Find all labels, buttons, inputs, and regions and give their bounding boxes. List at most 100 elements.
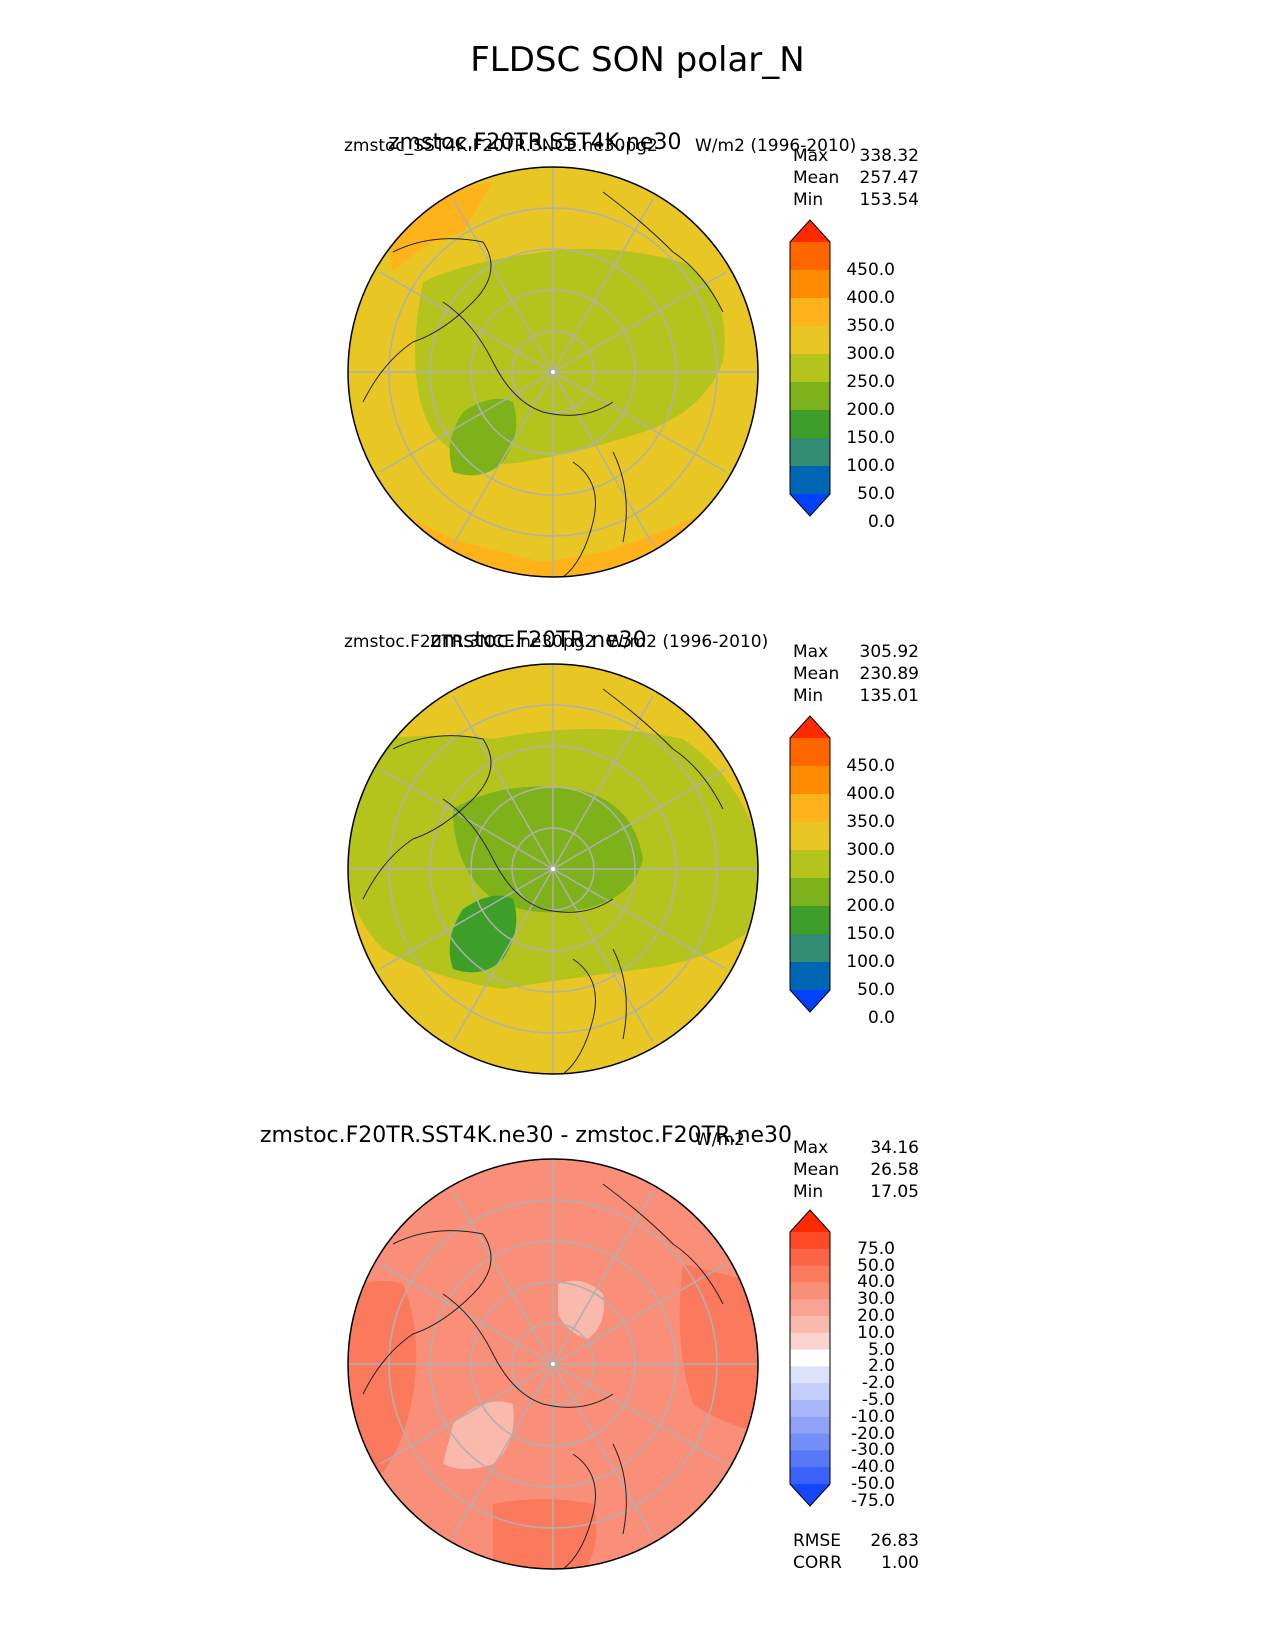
panel2-colorbar (789, 715, 831, 1013)
tick-label: 30.0 (857, 1289, 895, 1310)
colorbar-outline (789, 715, 831, 1013)
stat-max-value: 338.32 (859, 146, 919, 166)
panel1-subtitle-right: W/m2 (1996-2010) (695, 136, 857, 156)
colorbar-extend-top (790, 716, 830, 738)
tick-label: -75.0 (851, 1490, 895, 1511)
tick-label: 450.0 (846, 756, 895, 776)
tick-label: 400.0 (846, 784, 895, 804)
panel3-title: zmstoc.F20TR.SST4K.ne30 - zmstoc.F20TR.n… (260, 1123, 793, 1148)
panel1-colorbar (789, 219, 831, 517)
colorbar-extend-top (790, 220, 830, 242)
stat-mean-label: Mean (793, 168, 840, 188)
colorbar-segment (790, 466, 830, 495)
colorbar-segment (790, 354, 830, 383)
colorbar-segment (790, 1265, 830, 1283)
tick-label: 300.0 (846, 344, 895, 364)
colorbar-outline (789, 219, 831, 517)
colorbar-segment (790, 438, 830, 467)
tick-label: 250.0 (846, 372, 895, 392)
stat-mean-label: Mean (793, 664, 840, 684)
tick-label: 350.0 (846, 316, 895, 336)
panel2-polar-map (347, 663, 759, 1075)
colorbar-segment (790, 326, 830, 355)
tick-label: 450.0 (846, 260, 895, 280)
colorbar-extend-top (790, 1210, 830, 1232)
panel1-polar-map (347, 166, 759, 578)
stat-max-value: 305.92 (859, 642, 919, 662)
tick-label: -40.0 (851, 1457, 895, 1478)
colorbar-segment (790, 1416, 830, 1435)
panel2-stats: Max 305.92 Mean 230.89 Min 135.01 (793, 641, 919, 707)
colorbar-segment (790, 738, 830, 767)
colorbar-segment (790, 1332, 830, 1351)
panel2-title: zmstoc.F20TR.ne30 (430, 628, 647, 653)
corr-label: CORR (793, 1553, 842, 1573)
tick-label: 20.0 (857, 1306, 895, 1326)
stat-min-label: Min (793, 686, 824, 706)
colorbar-segment (790, 1366, 830, 1384)
tick-label: -5.0 (861, 1390, 895, 1410)
tick-label: 0.0 (867, 1008, 895, 1028)
colorbar-segment (790, 1400, 830, 1418)
tick-label: 2.0 (867, 1356, 895, 1377)
panel3-stats: Max 34.16 Mean 26.58 Min 17.05 (793, 1137, 919, 1203)
tick-label: 100.0 (846, 952, 895, 972)
tick-label: 200.0 (846, 400, 895, 420)
tick-label: 100.0 (846, 456, 895, 476)
tick-label: 50.0 (857, 1255, 895, 1276)
stat-min-value: 17.05 (870, 1182, 919, 1202)
panel3-polar-map (347, 1158, 759, 1570)
tick-label: -20.0 (851, 1423, 895, 1444)
colorbar-segment (790, 906, 830, 935)
panel1-stats: Max 338.32 Mean 257.47 Min 153.54 (793, 145, 919, 211)
tick-label: -2.0 (861, 1373, 895, 1394)
tick-label: 75.0 (857, 1238, 895, 1259)
colorbar-segment (790, 1316, 830, 1334)
colorbar-segment (790, 1282, 830, 1300)
rmse-value: 26.83 (870, 1531, 919, 1551)
colorbar-segment (790, 822, 830, 851)
colorbar-extend-bottom (790, 1484, 830, 1506)
tick-label: 40.0 (857, 1272, 895, 1293)
rmse-label: RMSE (793, 1531, 842, 1551)
colorbar-segment (790, 1450, 830, 1468)
tick-label: 350.0 (846, 812, 895, 832)
tick-label: 250.0 (846, 868, 895, 888)
colorbar-segment (790, 410, 830, 439)
colorbar-segment (790, 850, 830, 879)
colorbar-extend-bottom (790, 990, 830, 1012)
stat-max-label: Max (793, 642, 829, 662)
tick-label: 50.0 (857, 980, 895, 1000)
stat-max-label: Max (793, 1138, 829, 1158)
tick-label: 400.0 (846, 288, 895, 308)
stat-mean-value: 26.58 (870, 1160, 919, 1180)
colorbar-segment (790, 270, 830, 299)
tick-label: 150.0 (846, 428, 895, 448)
panel2-subtitle-right: W/m2 (1996-2010) (607, 632, 769, 652)
panel1-subtitle-left: zmstoc_SST4K.F20TR.3NCE.ne30pg2 (344, 136, 658, 156)
panel1-title: zmstoc.F20TR.SST4K.ne30 (388, 130, 682, 155)
stat-mean-value: 257.47 (859, 168, 919, 188)
colorbar-segment (790, 1232, 830, 1250)
page-title: FLDSC SON polar_N (470, 40, 805, 80)
stat-min-value: 135.01 (859, 686, 919, 706)
stat-max-value: 34.16 (870, 1138, 919, 1158)
colorbar-segment (790, 1433, 830, 1451)
corr-value: 1.00 (881, 1553, 919, 1573)
tick-label: -10.0 (851, 1406, 895, 1427)
tick-label: -50.0 (851, 1474, 895, 1494)
colorbar-segment (790, 794, 830, 823)
tick-label: 5.0 (867, 1339, 895, 1360)
colorbar-segment (790, 242, 830, 271)
stat-max-label: Max (793, 146, 829, 166)
panel2-subtitle-left: zmstoc.F20TR.3NCE.ne30pg2 (344, 632, 596, 652)
colorbar-segment (790, 934, 830, 963)
panel3-units: W/m2 (695, 1130, 745, 1150)
tick-label: 50.0 (857, 484, 895, 504)
colorbar-extend-bottom (790, 494, 830, 516)
colorbar-segment (790, 298, 830, 327)
panel3-colorbar (789, 1209, 831, 1507)
colorbar-segment (790, 878, 830, 907)
colorbar-segment (790, 962, 830, 991)
colorbar-segment (790, 1299, 830, 1317)
